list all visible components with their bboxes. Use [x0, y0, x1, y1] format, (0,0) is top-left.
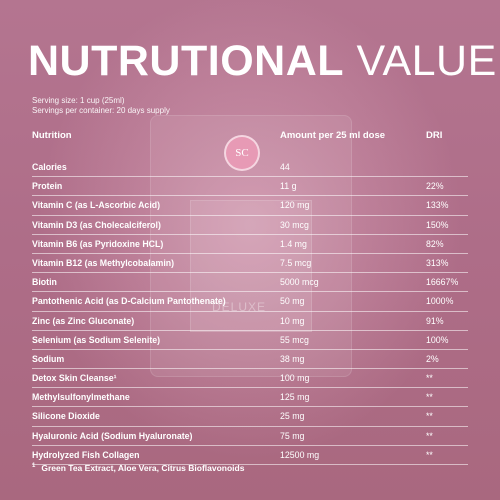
- servings-per-container: Servings per container: 20 days supply: [32, 106, 170, 115]
- row-amount: 12500 mg: [280, 449, 320, 460]
- footnote-text: Green Tea Extract, Aloe Vera, Citrus Bio…: [41, 463, 245, 473]
- row-dri: 22%: [426, 181, 444, 192]
- row-nutrient: Hyaluronic Acid (Sodium Hyaluronate): [32, 430, 193, 441]
- row-dri: **: [426, 411, 433, 422]
- row-dri: **: [426, 392, 433, 403]
- table-row: Hyaluronic Acid (Sodium Hyaluronate) 75 m…: [32, 427, 468, 446]
- row-nutrient: Vitamin C (as L-Ascorbic Acid): [32, 200, 161, 211]
- row-nutrient: Vitamin B12 (as Methylcobalamin): [32, 257, 175, 268]
- row-amount: 38 mg: [280, 353, 305, 364]
- table-row: Vitamin C (as L-Ascorbic Acid) 120 mg 133%: [32, 196, 468, 216]
- table-row: Detox Skin Cleanse¹ 100 mg **: [32, 369, 468, 389]
- title-bold: NUTRUTIONAL: [28, 37, 345, 85]
- row-nutrient: Silicone Dioxide: [32, 411, 100, 422]
- title-light: VALUE: [356, 37, 497, 85]
- row-nutrient: Sodium: [32, 353, 65, 364]
- table-header: Nutrition Amount per 25 ml dose DRI: [0, 130, 500, 144]
- row-amount: 10 mg: [280, 315, 305, 326]
- row-dri: **: [426, 373, 433, 384]
- row-dri: 1000%: [426, 296, 454, 307]
- nutrition-table: Calories 44 Protein 11 g 22% Vitamin C (as L-…: [32, 158, 468, 465]
- table-row: Zinc (as Zinc Gluconate) 10 mg 91%: [32, 312, 468, 331]
- table-row: Calories 44: [32, 158, 468, 178]
- row-amount: 11 g: [280, 181, 297, 192]
- product-box-front: [190, 200, 312, 332]
- serving-size: Serving size: 1 cup (25ml): [32, 96, 125, 105]
- table-row: Vitamin D3 (as Cholecalciferol) 30 mcg 150…: [32, 216, 468, 235]
- header-nutrition: Nutrition: [32, 130, 72, 141]
- row-dri: 91%: [426, 315, 444, 326]
- row-dri: **: [426, 430, 433, 441]
- row-amount: 120 mg: [280, 200, 310, 211]
- table-row: Selenium (as Sodium Selenite) 55 mcg 100%: [32, 331, 468, 350]
- row-dri: 133%: [426, 200, 449, 211]
- row-dri: 82%: [426, 238, 444, 249]
- row-amount: 30 mcg: [280, 219, 309, 230]
- row-nutrient: Calories: [32, 162, 67, 172]
- row-amount: 100 mg: [280, 373, 310, 384]
- row-amount: 7.5 mcg: [280, 257, 312, 268]
- row-dri: 313%: [426, 257, 449, 268]
- row-dri: 2%: [426, 353, 439, 364]
- table-row: Sodium 38 mg 2%: [32, 350, 468, 370]
- row-amount: 44: [280, 162, 290, 172]
- row-amount: 5000 mcg: [280, 277, 319, 288]
- row-amount: 55 mcg: [280, 334, 309, 345]
- brand-logo: SC: [224, 135, 260, 171]
- table-row: Pantothenic Acid (as D-Calcium Pantothen…: [32, 292, 468, 312]
- row-nutrient: Biotin: [32, 277, 57, 288]
- table-row: Methylsulfonylmethane 125 mg **: [32, 388, 468, 408]
- table-row: Vitamin B12 (as Methylcobalamin) 7.5 mcg 3…: [32, 254, 468, 274]
- table-row: Protein 11 g 22%: [32, 177, 468, 197]
- row-amount: 1.4 mg: [280, 238, 307, 249]
- row-amount: 125 mg: [280, 392, 310, 403]
- row-dri: **: [426, 449, 433, 460]
- table-row: Vitamin B6 (as Pyridoxine HCL) 1.4 mg 82%: [32, 235, 468, 254]
- table-row: Hydrolyzed Fish Collagen 12500 mg **: [32, 446, 468, 465]
- row-nutrient: Vitamin D3 (as Cholecalciferol): [32, 219, 161, 230]
- row-dri: 100%: [426, 334, 449, 345]
- row-amount: 75 mg: [280, 430, 305, 441]
- table-row: Silicone Dioxide 25 mg **: [32, 407, 468, 427]
- row-nutrient: Selenium (as Sodium Selenite): [32, 334, 161, 345]
- header-amount: Amount per 25 ml dose: [280, 130, 386, 141]
- row-nutrient: Detox Skin Cleanse¹: [32, 373, 117, 384]
- footnote: 1 Green Tea Extract, Aloe Vera, Citrus Bi…: [32, 463, 244, 473]
- row-amount: 25 mg: [280, 411, 305, 422]
- row-nutrient: Protein: [32, 181, 63, 192]
- row-dri: 16667%: [426, 277, 459, 288]
- row-nutrient: Methylsulfonylmethane: [32, 392, 130, 403]
- row-nutrient: Hydrolyzed Fish Collagen: [32, 449, 140, 460]
- row-nutrient: Vitamin B6 (as Pyridoxine HCL): [32, 238, 164, 249]
- row-nutrient: Pantothenic Acid (as D-Calcium Pantothen…: [32, 296, 226, 307]
- table-row: Biotin 5000 mcg 16667%: [32, 273, 468, 293]
- row-dri: 150%: [426, 219, 449, 230]
- row-nutrient: Zinc (as Zinc Gluconate): [32, 315, 135, 326]
- footnote-mark: 1: [32, 463, 36, 470]
- row-amount: 50 mg: [280, 296, 305, 307]
- page-title: NUTRUTIONAL VALUE: [28, 37, 496, 85]
- header-dri: DRI: [426, 130, 443, 141]
